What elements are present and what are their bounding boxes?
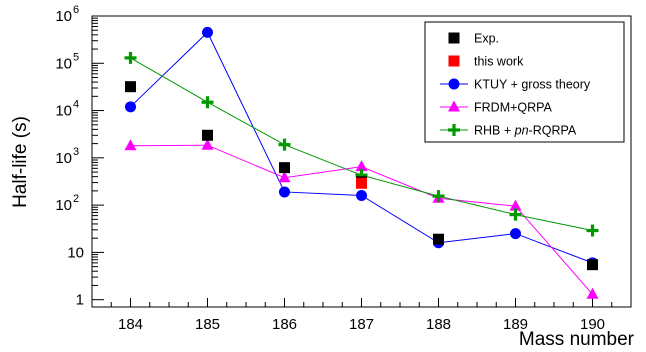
series-1 <box>356 177 367 189</box>
legend-item: RHB + pn-RQRPA <box>440 124 577 138</box>
data-point <box>278 171 291 183</box>
y-tick-label: 10 <box>55 8 72 25</box>
x-tick-label: 188 <box>426 316 451 333</box>
data-point <box>433 233 444 245</box>
x-tick-label: 185 <box>195 316 220 333</box>
data-point <box>124 139 137 151</box>
data-point <box>202 26 213 38</box>
y-tick-exponent: 4 <box>73 99 79 111</box>
legend-item: this work <box>448 55 524 69</box>
data-point <box>125 101 136 113</box>
data-point <box>509 199 522 211</box>
y-tick-label: 10 <box>55 55 72 72</box>
series-4 <box>124 51 599 237</box>
legend-label: KTUY + gross theory <box>474 78 591 92</box>
data-point <box>355 169 368 182</box>
x-tick-label: 189 <box>503 316 528 333</box>
data-point <box>432 190 445 203</box>
y-tick-label: 10 <box>55 103 72 120</box>
data-point <box>355 160 368 172</box>
x-axis-title: Mass number <box>519 329 635 350</box>
legend-item: Exp. <box>448 32 499 46</box>
y-axis-title: Half-life (s) <box>10 116 31 208</box>
x-tick-label: 186 <box>272 316 297 333</box>
series-3 <box>124 138 599 299</box>
legend-item: KTUY + gross theory <box>440 78 591 92</box>
legend-marker <box>448 55 460 67</box>
data-point <box>278 138 291 151</box>
series-layer <box>124 26 599 299</box>
legend-marker <box>448 78 460 90</box>
data-point <box>279 186 290 198</box>
data-point <box>586 224 599 237</box>
data-point <box>510 228 521 240</box>
y-tick-label: 10 <box>55 150 72 167</box>
legend-marker <box>448 100 460 112</box>
legend-marker <box>448 32 460 44</box>
y-tick-exponent: 2 <box>73 193 79 205</box>
data-point <box>279 162 290 174</box>
y-tick-label: 10 <box>67 244 84 261</box>
legend-item: FRDM+QRPA <box>440 100 553 115</box>
legend-label: this work <box>474 55 524 69</box>
data-point <box>356 177 367 189</box>
legend-marker <box>448 124 460 136</box>
y-tick-exponent: 6 <box>73 4 79 16</box>
data-point <box>587 259 598 271</box>
data-point <box>201 96 214 109</box>
data-point <box>509 208 522 221</box>
data-point <box>125 81 136 93</box>
data-point <box>124 51 137 64</box>
x-tick-label: 184 <box>118 316 143 333</box>
data-point <box>586 287 599 299</box>
legend-label: RHB + pn-RQRPA <box>474 124 577 138</box>
x-tick-label: 190 <box>580 316 605 333</box>
y-tick-exponent: 5 <box>73 51 79 63</box>
data-point <box>356 189 367 201</box>
data-point <box>201 138 214 150</box>
y-tick-label: 10 <box>55 197 72 214</box>
data-point <box>202 129 213 141</box>
y-tick-label: 1 <box>76 292 84 309</box>
legend: Exp. this work KTUY + gross theory FRDM+QRP… <box>424 21 625 143</box>
y-tick-exponent: 3 <box>73 146 79 158</box>
legend-label: FRDM+QRPA <box>474 101 553 115</box>
x-tick-label: 187 <box>349 316 374 333</box>
legend-label: Exp. <box>474 32 499 46</box>
